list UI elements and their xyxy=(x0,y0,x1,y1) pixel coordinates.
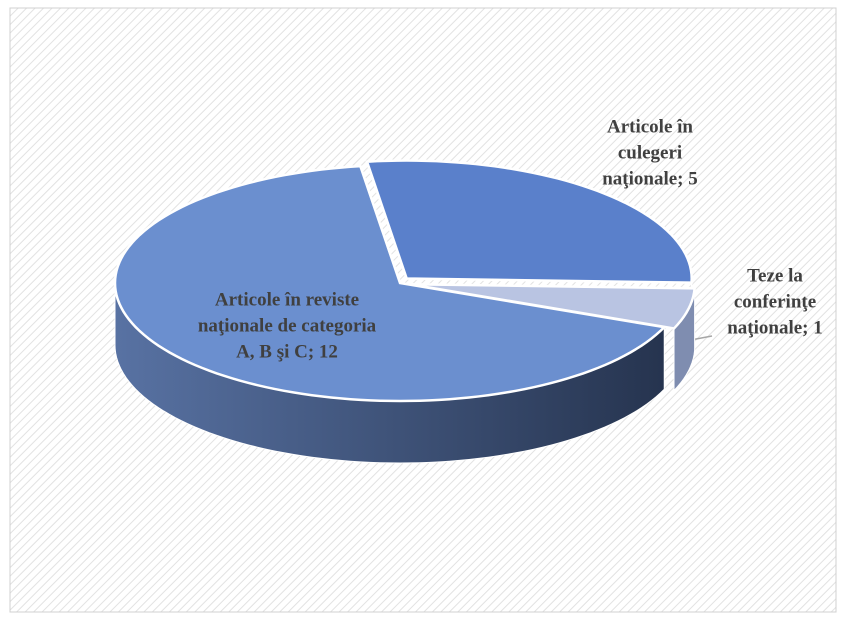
slice xyxy=(113,164,667,403)
pie xyxy=(113,159,697,464)
data-label: Teze la xyxy=(747,265,803,286)
data-label: conferinţe xyxy=(734,291,816,312)
data-label: Articole în xyxy=(607,116,693,137)
data-label: culegeri xyxy=(618,142,682,163)
data-label: naţionale de categoria xyxy=(198,315,377,336)
slice xyxy=(365,159,693,284)
data-label: naţionale; 5 xyxy=(602,168,698,189)
data-label: Articole în reviste xyxy=(215,289,359,310)
data-label: naţionale; 1 xyxy=(727,317,823,338)
data-label: A, B şi C; 12 xyxy=(236,341,338,362)
